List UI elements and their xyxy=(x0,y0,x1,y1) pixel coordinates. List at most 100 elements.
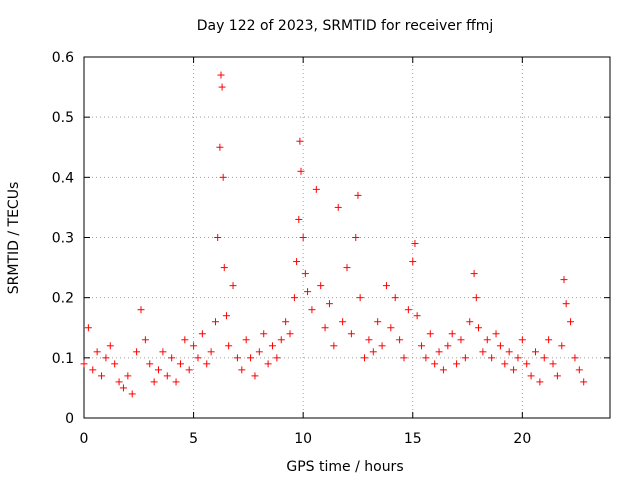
data-point xyxy=(453,360,461,368)
data-point xyxy=(540,354,548,362)
data-point xyxy=(413,312,421,320)
data-point xyxy=(325,300,333,308)
data-point xyxy=(216,143,224,151)
data-point xyxy=(233,354,241,362)
data-point xyxy=(369,348,377,356)
data-point xyxy=(374,318,382,326)
data-point xyxy=(536,378,544,386)
data-point xyxy=(168,354,176,362)
data-point xyxy=(297,167,305,175)
data-point xyxy=(229,282,237,290)
data-point xyxy=(124,372,132,380)
data-point xyxy=(545,336,553,344)
data-point xyxy=(580,378,588,386)
data-point xyxy=(80,360,88,368)
y-tick-label: 0.6 xyxy=(52,50,74,66)
data-point xyxy=(523,360,531,368)
data-point xyxy=(562,300,570,308)
data-point xyxy=(361,354,369,362)
data-point xyxy=(472,294,480,302)
data-point xyxy=(409,258,417,266)
data-point xyxy=(365,336,373,344)
data-point xyxy=(312,185,320,193)
data-point xyxy=(106,342,114,350)
data-point xyxy=(558,342,566,350)
data-point xyxy=(222,312,230,320)
y-tick-label: 0.4 xyxy=(52,170,74,186)
data-point xyxy=(172,378,180,386)
data-point xyxy=(317,282,325,290)
data-point xyxy=(141,336,149,344)
data-point xyxy=(560,276,568,284)
data-point xyxy=(150,378,158,386)
data-point xyxy=(146,360,154,368)
data-point xyxy=(356,294,364,302)
data-point xyxy=(102,354,110,362)
data-point xyxy=(396,336,404,344)
data-point xyxy=(247,354,255,362)
x-tick-label: 0 xyxy=(80,431,89,447)
data-point xyxy=(268,342,276,350)
data-point xyxy=(514,354,522,362)
data-point xyxy=(391,294,399,302)
data-point xyxy=(296,137,304,145)
y-tick-label: 0.5 xyxy=(52,110,74,126)
data-point xyxy=(444,342,452,350)
data-point xyxy=(155,366,163,374)
x-axis-label: GPS time / hours xyxy=(286,459,403,475)
data-point xyxy=(354,191,362,199)
data-point xyxy=(207,348,215,356)
data-point xyxy=(531,348,539,356)
data-point xyxy=(181,336,189,344)
data-point xyxy=(422,354,430,362)
data-point xyxy=(264,360,272,368)
data-point xyxy=(501,360,509,368)
x-tick-label: 20 xyxy=(513,431,531,447)
grid-lines xyxy=(84,57,610,418)
data-point xyxy=(488,354,496,362)
y-tick-label: 0.2 xyxy=(52,291,74,307)
data-point xyxy=(492,330,500,338)
data-point xyxy=(418,342,426,350)
data-point xyxy=(457,336,465,344)
data-point xyxy=(115,378,123,386)
data-point xyxy=(496,342,504,350)
data-point xyxy=(225,342,233,350)
data-point xyxy=(255,348,263,356)
data-point xyxy=(163,372,171,380)
data-point xyxy=(301,270,309,278)
data-point xyxy=(290,294,298,302)
data-point xyxy=(260,330,268,338)
data-point xyxy=(567,318,575,326)
data-point xyxy=(212,318,219,326)
data-point xyxy=(93,348,101,356)
data-point xyxy=(111,360,119,368)
data-point xyxy=(277,336,285,344)
y-axis-label: SRMTID / TECUs xyxy=(6,182,22,295)
data-point xyxy=(571,354,579,362)
data-point xyxy=(411,240,419,248)
data-point xyxy=(218,83,226,91)
data-point xyxy=(219,173,227,181)
data-point xyxy=(273,354,281,362)
data-point xyxy=(304,288,312,296)
data-point xyxy=(89,366,97,374)
data-point xyxy=(133,348,141,356)
data-point xyxy=(448,330,456,338)
data-point xyxy=(479,348,487,356)
data-point xyxy=(470,270,478,278)
data-point xyxy=(426,330,434,338)
data-point xyxy=(286,330,294,338)
data-point xyxy=(321,324,329,332)
data-point xyxy=(575,366,583,374)
axes xyxy=(83,56,611,419)
chart-title: Day 122 of 2023, SRMTID for receiver ffm… xyxy=(197,18,494,34)
data-point xyxy=(475,324,482,332)
data-point xyxy=(510,366,518,374)
data-point xyxy=(194,354,202,362)
data-point xyxy=(483,336,491,344)
data-point xyxy=(295,215,303,223)
y-tick-label: 0.3 xyxy=(52,231,74,247)
data-point xyxy=(128,390,136,398)
